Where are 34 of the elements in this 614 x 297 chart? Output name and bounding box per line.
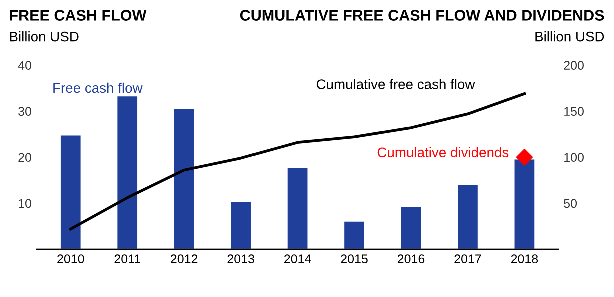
- y2-tick-label: 200: [564, 61, 584, 70]
- y-tick-label: 40: [18, 61, 32, 70]
- bar: [401, 207, 422, 250]
- y2-tick-label: 100: [564, 153, 584, 162]
- line-series: [69, 92, 526, 231]
- y-axis-title: Billion USD: [10, 32, 79, 42]
- bar: [288, 168, 308, 250]
- chart-title: FREE CASH FLOW: [10, 10, 147, 21]
- text: CUMULATIVE FREE CASH FLOW AND DIVIDENDS: [240, 10, 604, 21]
- x-tick-label: 2011: [114, 254, 140, 264]
- y-tick-label: 10: [19, 199, 32, 208]
- x-tick-label: 2012: [171, 254, 198, 264]
- series-label: Cumulative free cash flow: [316, 79, 476, 90]
- y-tick-label: 30: [18, 107, 32, 116]
- x-tick-label: 2013: [228, 254, 254, 264]
- y2-tick-label: 150: [564, 107, 584, 116]
- y2-axis-title: Billion USD: [536, 32, 604, 42]
- x-tick-label: 2014: [284, 254, 312, 264]
- bar: [514, 160, 535, 250]
- x-tick-label: 2018: [511, 254, 538, 264]
- bar: [60, 136, 81, 250]
- y-tick-label: 20: [18, 153, 32, 162]
- x-tick-label: 2010: [58, 254, 84, 264]
- bar: [174, 109, 194, 250]
- series-label: Free cash flow: [54, 82, 143, 94]
- series-label: Cumulative dividends: [378, 147, 509, 158]
- x-tick-label: 2017: [454, 254, 482, 264]
- bar: [118, 96, 138, 250]
- y2-tick-label: 50: [564, 199, 578, 208]
- bar: [231, 202, 251, 250]
- x-tick-label: 2015: [341, 254, 368, 264]
- bar: [344, 222, 364, 250]
- x-tick-label: 2016: [398, 254, 425, 264]
- bar: [458, 185, 478, 250]
